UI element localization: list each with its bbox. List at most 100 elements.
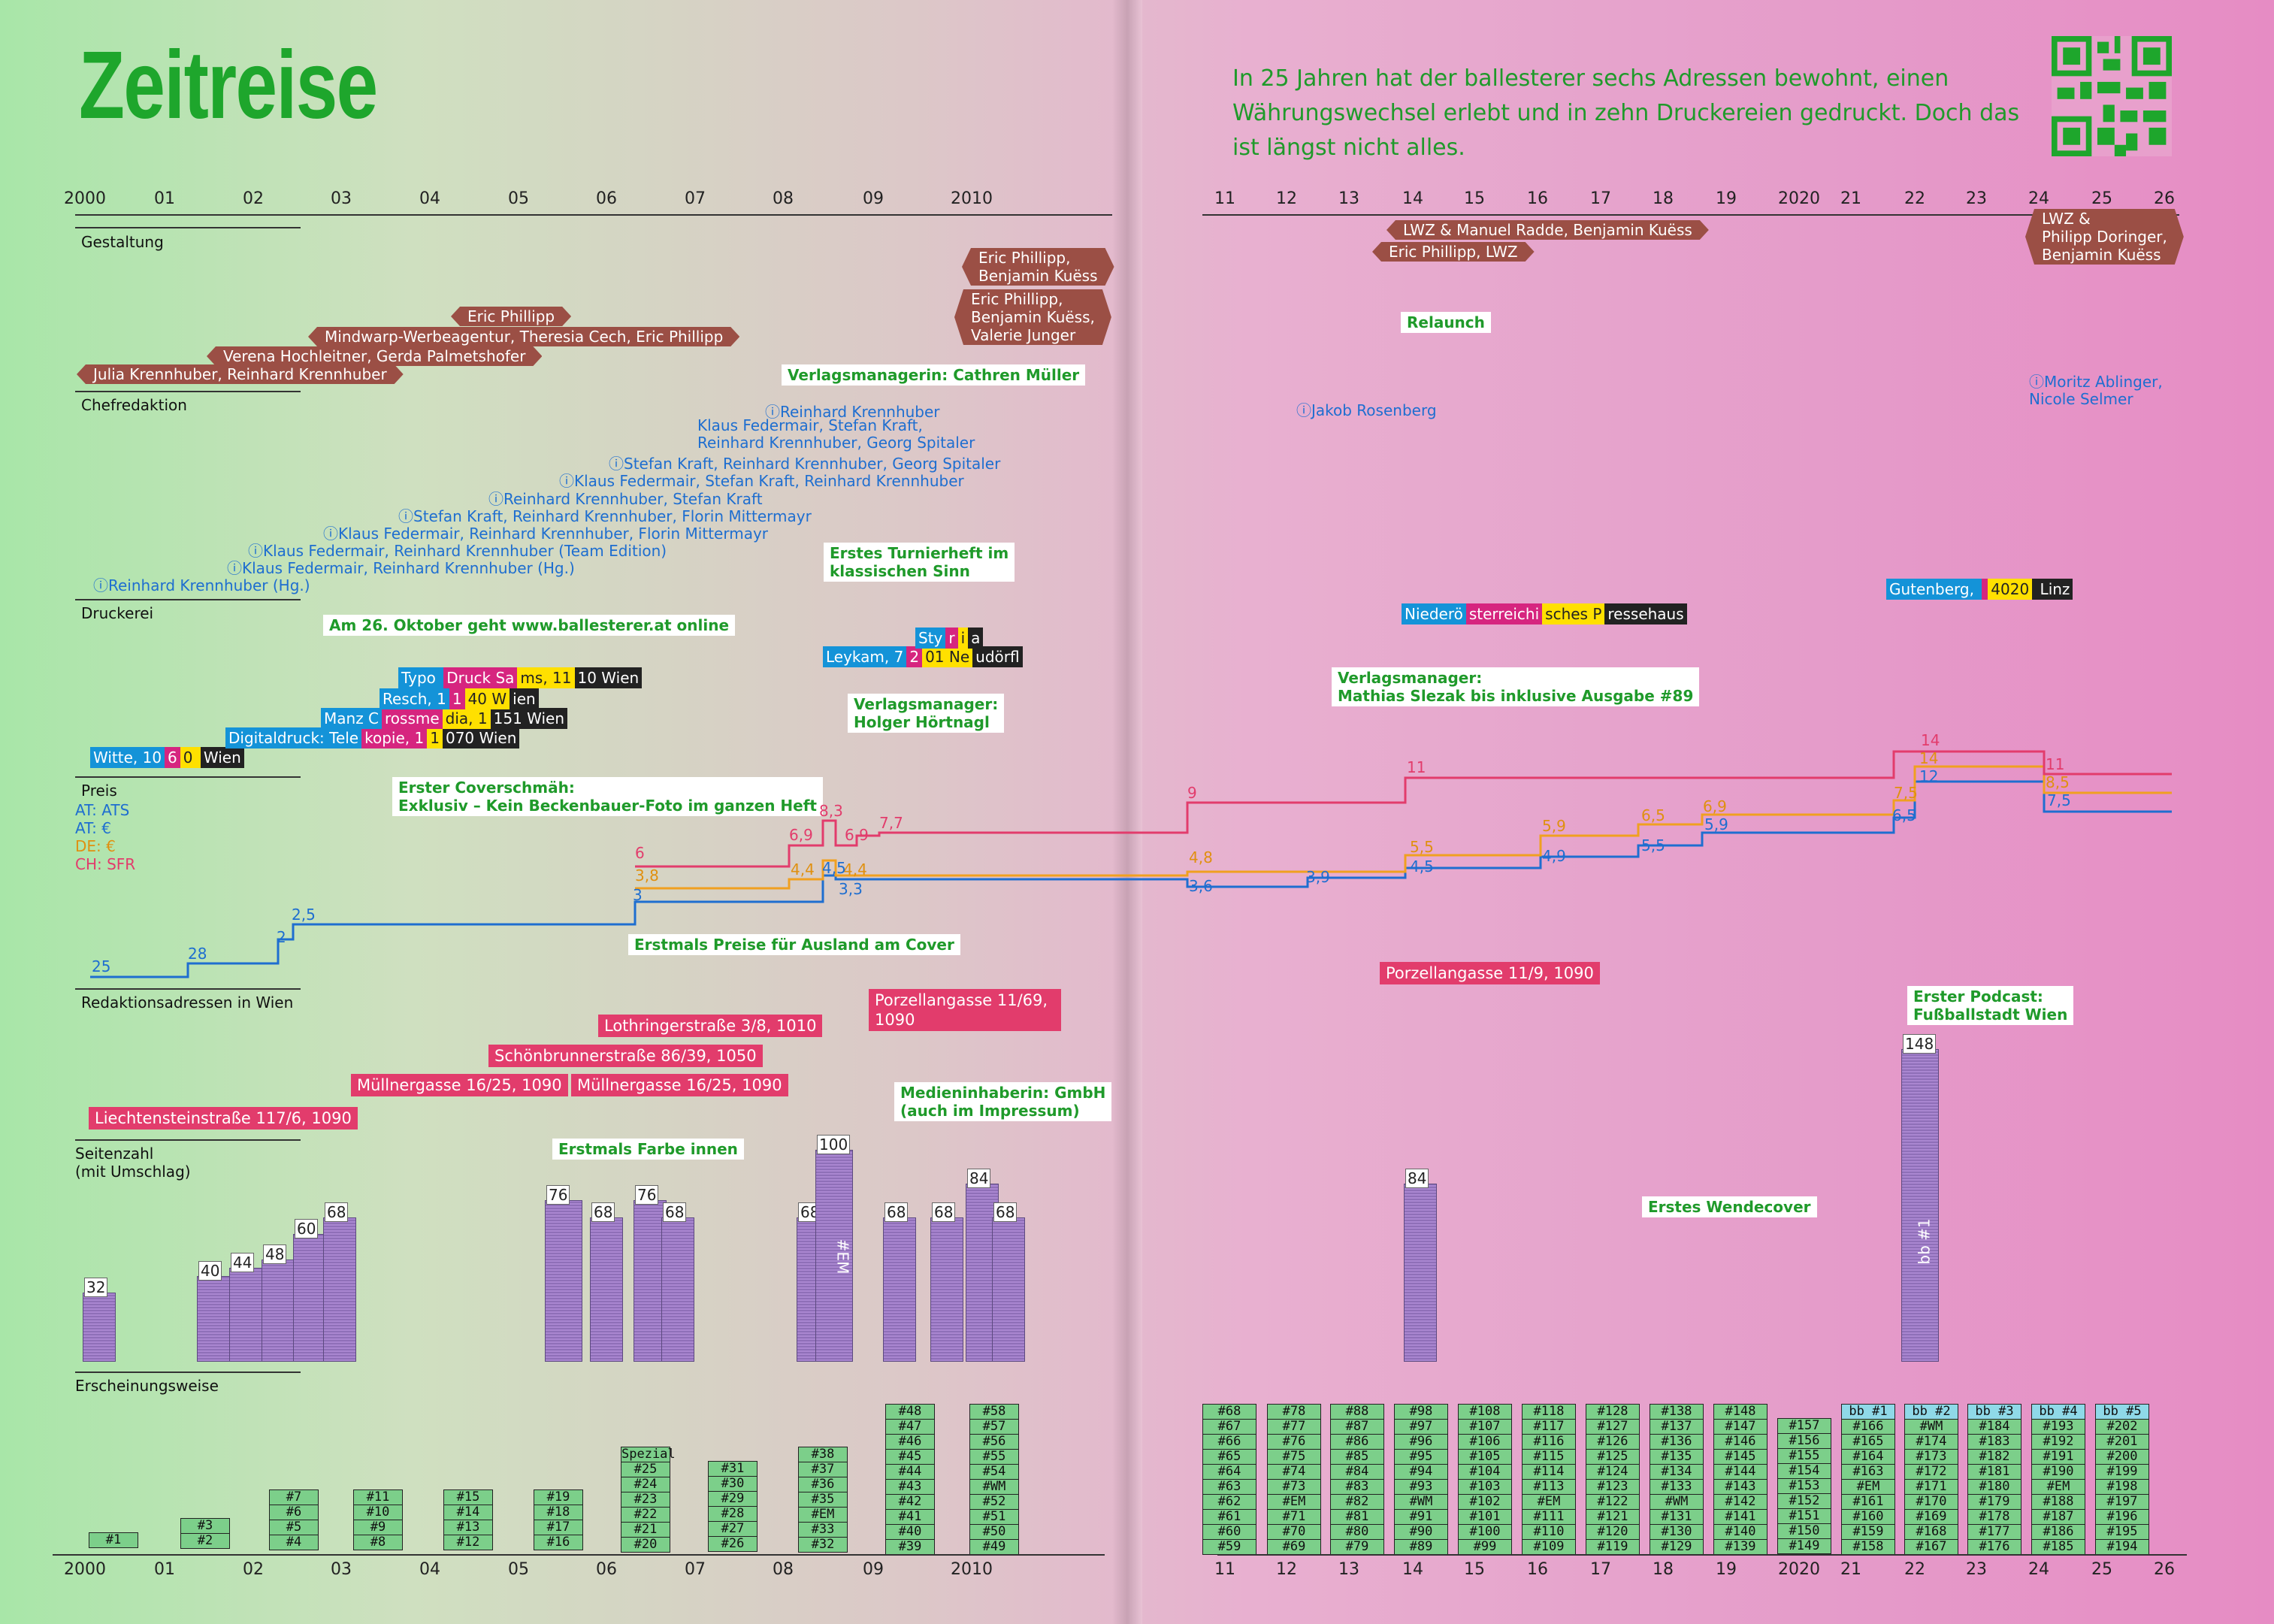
bottom-year-label: 26 <box>2154 1560 2175 1579</box>
top-year-label: 25 <box>2091 189 2112 208</box>
druckerei-segment: sches P <box>1542 603 1605 624</box>
legend-de-eur: DE: € <box>75 837 116 855</box>
issue-cell: #40 <box>886 1525 934 1540</box>
issue-cell: #31 <box>709 1462 757 1477</box>
issue-cell: #WM <box>1905 1420 1958 1435</box>
gestaltung-5: Eric Phillipp, Benjamin Kuëss <box>962 248 1114 286</box>
issue-cell: #21 <box>621 1523 670 1538</box>
issue-cell: #82 <box>1331 1495 1383 1510</box>
issue-cell: #174 <box>1905 1435 1958 1450</box>
issue-cell: Spezial <box>621 1447 676 1462</box>
adresse-1: Liechtensteinstraße 117/6, 1090 <box>89 1107 358 1130</box>
bottom-year-label: 03 <box>331 1560 352 1579</box>
bottom-year-label: 02 <box>243 1560 264 1579</box>
issue-cell: #91 <box>1395 1510 1447 1525</box>
druckerei-segment: Wien <box>200 747 244 768</box>
adresse-5: Lothringerstraße 3/8, 1010 <box>598 1015 823 1037</box>
issue-cell: #35 <box>799 1492 847 1508</box>
issue-cell: #126 <box>1586 1435 1639 1450</box>
issue-cell: #187 <box>2032 1510 2085 1525</box>
druckerei-segment: Digitaldruck: Tele <box>225 727 362 748</box>
issue-cell: #191 <box>2032 1450 2085 1465</box>
issue-cell: #4 <box>286 1535 302 1550</box>
issue-cell: #55 <box>970 1450 1018 1465</box>
price-label: 5,9 <box>1542 817 1566 835</box>
druckerei-segment: 070 Wien <box>442 727 520 748</box>
issue-cell: #73 <box>1268 1480 1320 1495</box>
druckerei-2: Digitaldruck: Tele kopie, 1 1 070 Wien <box>225 727 520 748</box>
chef-2: ⓘKlaus Federmair, Reinhard Krennhuber (H… <box>227 559 575 577</box>
bottom-year-label: 07 <box>685 1560 706 1579</box>
issue-column: #108 #107 #106 #105 #104 #103 #102 #101 #100 #99 <box>1458 1404 1512 1555</box>
top-year-label: 08 <box>773 189 794 208</box>
issue-column: bb #2 #WM #174 #173 #172 #171 #170 #169 #168 #167 <box>1904 1404 1958 1555</box>
issue-cell: #88 <box>1331 1405 1383 1420</box>
issue-cell: #131 <box>1650 1510 1703 1525</box>
issue-cell: #38 <box>799 1447 847 1462</box>
chef-1: ⓘReinhard Krennhuber (Hg.) <box>93 576 310 594</box>
top-year-label: 16 <box>1527 189 1548 208</box>
chef-3: ⓘKlaus Federmair, Reinhard Krennhuber (T… <box>248 542 667 560</box>
issue-cell: #134 <box>1650 1465 1703 1480</box>
price-label: 5,5 <box>1641 836 1665 854</box>
issue-column: bb #5 #202 #201 #200 #199 #198 #197 #196 #195 #19… <box>2095 1404 2149 1555</box>
seitenzahl-label: 48 <box>263 1244 287 1264</box>
bottom-year-label: 06 <box>596 1560 617 1579</box>
issue-cell: #176 <box>1979 1539 2010 1554</box>
issue-cell: #202 <box>2096 1420 2149 1435</box>
issue-cell: #113 <box>1523 1480 1575 1495</box>
druckerei-segment: a <box>968 628 984 649</box>
issue-cell: #60 <box>1203 1525 1256 1540</box>
section-line <box>75 599 301 600</box>
issue-cell: #43 <box>886 1480 934 1495</box>
issue-cell: #159 <box>1842 1525 1894 1540</box>
issue-cell: #83 <box>1331 1480 1383 1495</box>
adresse-2: Müllnergasse 16/25, 1090 <box>351 1074 568 1096</box>
issue-cell: #39 <box>898 1539 922 1554</box>
issue-cell: #136 <box>1650 1435 1703 1450</box>
seitenzahl-bar <box>590 1217 623 1362</box>
issue-cell: #13 <box>444 1520 492 1535</box>
seitenzahl-bar <box>1404 1183 1437 1362</box>
issue-cell: #194 <box>2106 1539 2138 1554</box>
price-label: 6 <box>635 844 645 862</box>
issue-column: bb #3 #184 #183 #182 #181 #180 #179 #178 #177 #17… <box>1967 1404 2022 1555</box>
issue-cell: #64 <box>1203 1465 1256 1480</box>
adresse-3: Müllnergasse 16/25, 1090 <box>571 1074 788 1096</box>
druckerei-segment: Niederö <box>1402 603 1466 624</box>
price-label: 11 <box>2046 755 2064 773</box>
seitenzahl-bar <box>1901 1048 1939 1362</box>
legend-ats: AT: ATS <box>75 801 130 819</box>
issue-cell: #44 <box>886 1465 934 1480</box>
issue-cell: #149 <box>1789 1538 1820 1553</box>
issue-cell: #124 <box>1586 1465 1639 1480</box>
price-label: 3 <box>633 886 643 904</box>
issue-column: Spezial #25 #24 #23 #22 #21 #20 <box>621 1447 676 1553</box>
issue-column: bb #1 #166 #165 #164 #163 #EM #161 #160 #159 #158 <box>1841 1404 1895 1555</box>
price-label: 6,9 <box>1703 797 1727 815</box>
bottom-year-label: 22 <box>1904 1560 1925 1579</box>
issue-cell: #169 <box>1905 1510 1958 1525</box>
issue-cell: #23 <box>621 1492 670 1508</box>
issue-cell: bb #3 <box>1968 1405 2021 1420</box>
issue-column: #31 #30 #29 #28 #27 #26 <box>708 1461 757 1552</box>
issue-cell: #140 <box>1714 1525 1767 1540</box>
price-label: 4,8 <box>1189 848 1213 866</box>
price-label: 14 <box>1919 749 1938 767</box>
issue-cell: #22 <box>621 1508 670 1523</box>
price-label: 4,5 <box>1410 857 1434 876</box>
issue-column: #148 #147 #146 #145 #144 #143 #142 #141 #140 #139 <box>1713 1404 1767 1555</box>
druckerei-segment: 6 <box>165 747 180 768</box>
druckerei-segment: udörfl <box>972 646 1023 667</box>
issue-cell: #117 <box>1523 1420 1575 1435</box>
price-label: 4,4 <box>791 860 815 879</box>
issue-column: #38 #37 #36 #35 #EM #33 #32 <box>798 1447 848 1553</box>
gestaltung-4: Eric Phillipp <box>451 307 571 326</box>
issue-cell: #EM <box>799 1508 847 1523</box>
axis-line-bottom-right <box>1217 1554 2187 1556</box>
druckerei-segment: kopie, 1 <box>361 727 428 748</box>
issue-cell: #145 <box>1714 1450 1767 1465</box>
bottom-year-label: 24 <box>2028 1560 2049 1579</box>
issue-cell: #8 <box>370 1535 386 1550</box>
